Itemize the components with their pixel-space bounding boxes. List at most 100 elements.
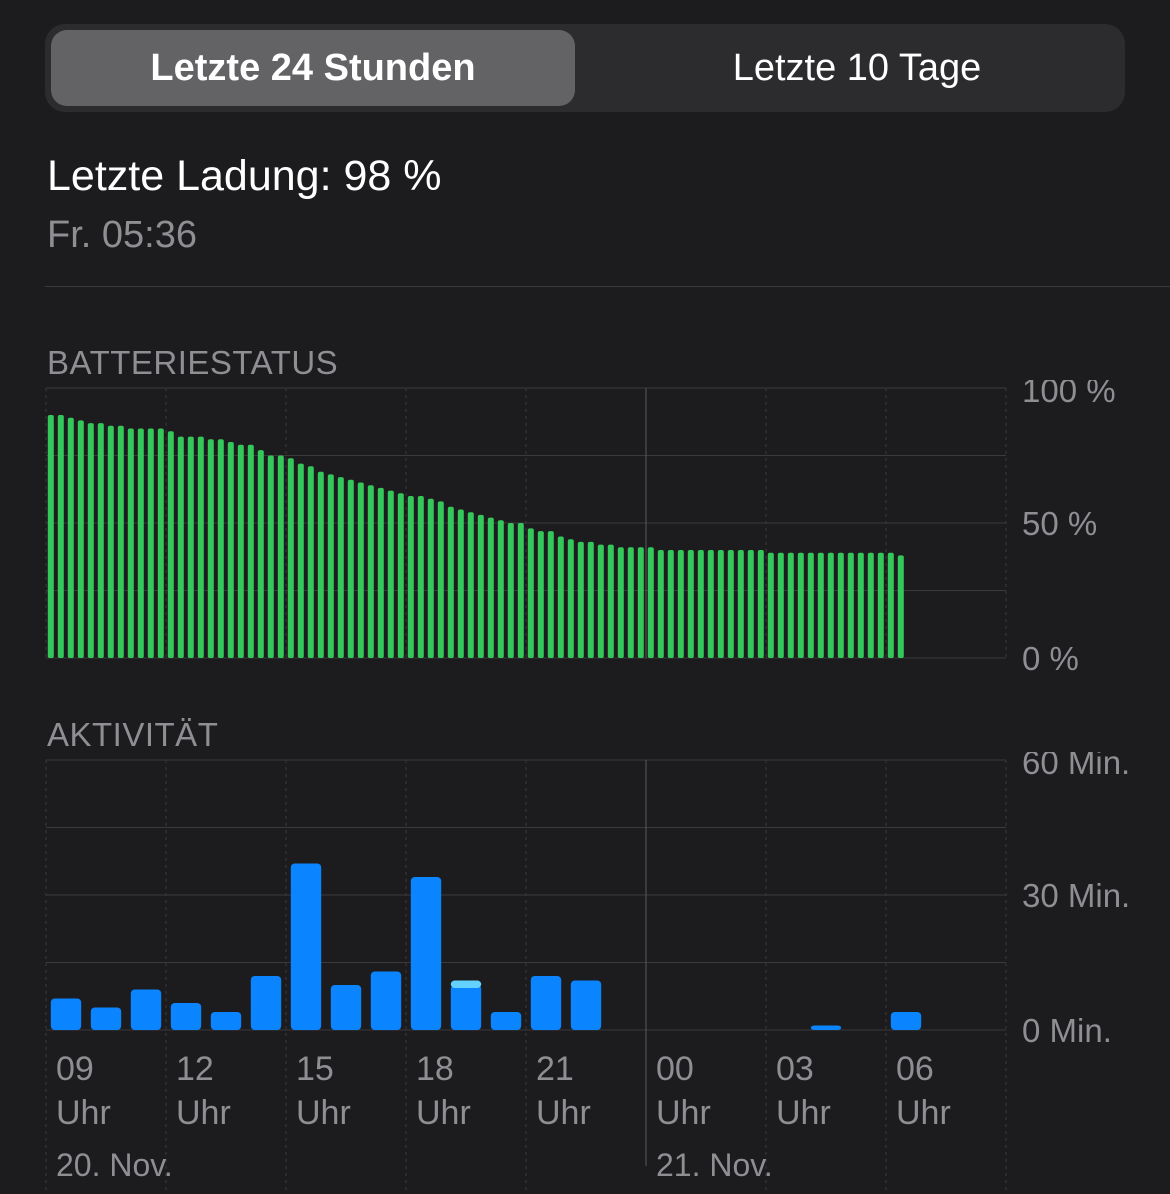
time-range-segmented-control: Letzte 24 Stunden Letzte 10 Tage xyxy=(45,24,1125,112)
x-tick-unit: Uhr xyxy=(56,1094,111,1132)
battery-bar xyxy=(377,487,384,658)
battery-bar xyxy=(87,423,94,658)
battery-bar xyxy=(187,436,194,658)
battery-bar xyxy=(97,423,104,658)
battery-bar xyxy=(437,501,444,658)
tab-last-24-hours[interactable]: Letzte 24 Stunden xyxy=(51,30,575,106)
battery-bar xyxy=(517,523,524,658)
battery-bar xyxy=(177,436,184,658)
battery-bar xyxy=(847,552,854,658)
battery-bar xyxy=(387,490,394,658)
battery-bar xyxy=(587,541,594,658)
battery-bar xyxy=(367,485,374,658)
battery-bar xyxy=(167,431,174,658)
activity-bar-screen-on xyxy=(890,1012,922,1030)
battery-bar xyxy=(297,463,304,658)
activity-y-tick: 0 Min. xyxy=(1022,1012,1112,1049)
battery-bar xyxy=(737,550,744,658)
x-tick-hour: 09 xyxy=(56,1050,94,1088)
activity-bar-screen-off xyxy=(450,980,482,988)
activity-bar-screen-on xyxy=(170,1003,202,1030)
battery-bar xyxy=(627,547,634,658)
battery-bar xyxy=(827,552,834,658)
battery-bar xyxy=(557,536,564,658)
battery-bar xyxy=(427,498,434,658)
activity-bar-screen-on xyxy=(490,1012,522,1030)
battery-bar xyxy=(397,493,404,658)
activity-bar-screen-on xyxy=(410,877,442,1030)
x-tick-unit: Uhr xyxy=(776,1094,831,1132)
battery-bar xyxy=(247,444,254,658)
battery-bar xyxy=(137,428,144,658)
activity-bar-screen-on xyxy=(250,976,282,1030)
battery-bar xyxy=(717,550,724,658)
battery-bar xyxy=(687,550,694,658)
battery-bar xyxy=(307,466,314,658)
battery-bar xyxy=(577,541,584,658)
last-charge-time: Fr. 05:36 xyxy=(47,214,197,256)
battery-bar xyxy=(57,415,64,658)
battery-bar xyxy=(867,552,874,658)
battery-bar xyxy=(607,544,614,658)
battery-bar xyxy=(837,552,844,658)
battery-bar xyxy=(857,552,864,658)
activity-bar-screen-on xyxy=(50,998,82,1030)
activity-bar-screen-on xyxy=(450,985,482,1030)
battery-status-heading: BATTERIESTATUS xyxy=(47,344,339,381)
battery-level-chart: 100 % 50 % 0 % xyxy=(45,380,1116,677)
battery-bar xyxy=(757,550,764,658)
activity-bar-screen-on xyxy=(330,985,362,1030)
battery-bar xyxy=(117,425,124,658)
battery-bar xyxy=(877,552,884,658)
x-tick-hour: 06 xyxy=(896,1050,934,1088)
battery-y-tick: 0 % xyxy=(1022,640,1079,677)
battery-bar xyxy=(727,550,734,658)
battery-y-tick: 50 % xyxy=(1022,505,1097,542)
activity-bar-screen-on xyxy=(210,1012,242,1030)
battery-bar xyxy=(127,428,134,658)
x-tick-unit: Uhr xyxy=(176,1094,231,1132)
battery-bar xyxy=(637,547,644,658)
battery-bar xyxy=(697,550,704,658)
x-tick-unit: Uhr xyxy=(296,1094,351,1132)
activity-y-tick: 30 Min. xyxy=(1022,877,1130,914)
battery-bar xyxy=(467,512,474,658)
x-tick-unit: Uhr xyxy=(896,1094,951,1132)
battery-bar xyxy=(107,425,114,658)
battery-bar xyxy=(157,428,164,658)
activity-y-tick: 60 Min. xyxy=(1022,752,1130,781)
x-tick-unit: Uhr xyxy=(536,1094,591,1132)
activity-chart: 60 Min. 30 Min. 0 Min. 09 Uhr 12 Uhr 15 Uhr 18 Uhr… xyxy=(45,752,1130,1194)
battery-bar xyxy=(47,415,54,658)
battery-bar xyxy=(77,420,84,658)
battery-bar xyxy=(67,417,74,658)
battery-bar xyxy=(487,517,494,658)
battery-bar xyxy=(457,509,464,658)
battery-bar xyxy=(667,550,674,658)
battery-bar xyxy=(497,520,504,658)
battery-bar xyxy=(777,552,784,658)
x-tick-unit: Uhr xyxy=(656,1094,711,1132)
x-tick-hour: 12 xyxy=(176,1050,214,1088)
battery-bar xyxy=(217,439,224,658)
battery-bar xyxy=(537,531,544,658)
battery-bar xyxy=(417,496,424,658)
battery-bar xyxy=(707,550,714,658)
activity-bar-screen-on xyxy=(290,863,322,1030)
x-tick-hour: 03 xyxy=(776,1050,814,1088)
activity-bar-screen-on xyxy=(370,971,402,1030)
battery-bar xyxy=(267,455,274,658)
battery-bar xyxy=(447,506,454,658)
battery-bar xyxy=(507,523,514,658)
battery-bar xyxy=(597,544,604,658)
battery-bar xyxy=(197,436,204,658)
battery-bar xyxy=(647,547,654,658)
battery-bar xyxy=(277,455,284,658)
battery-bar xyxy=(817,552,824,658)
battery-bar xyxy=(787,552,794,658)
battery-bar xyxy=(257,450,264,658)
tab-last-10-days[interactable]: Letzte 10 Tage xyxy=(732,46,982,89)
x-tick-unit: Uhr xyxy=(416,1094,471,1132)
battery-bar xyxy=(797,552,804,658)
battery-bar xyxy=(207,439,214,658)
